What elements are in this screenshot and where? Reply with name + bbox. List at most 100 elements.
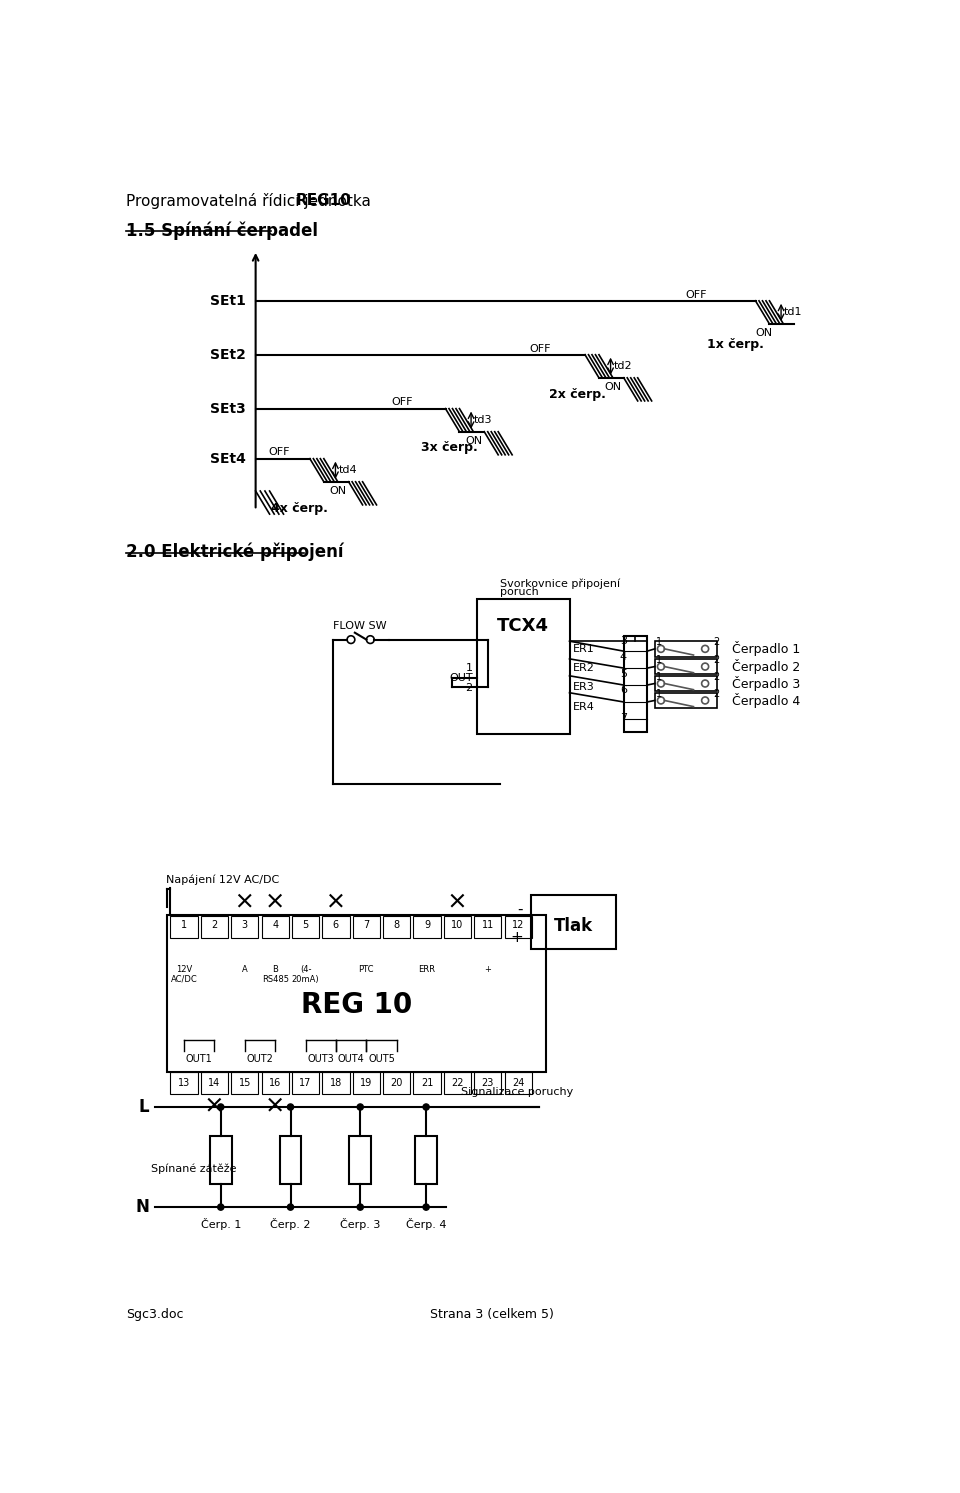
Bar: [201, 1072, 228, 1094]
Text: 2: 2: [713, 688, 719, 699]
Text: 3: 3: [242, 920, 248, 930]
Text: 2: 2: [466, 684, 472, 693]
Bar: [624, 636, 647, 732]
Text: +: +: [511, 930, 523, 945]
Text: (4-
20mA): (4- 20mA): [292, 964, 320, 984]
Text: 23: 23: [482, 1078, 494, 1088]
Text: OUT4: OUT4: [338, 1054, 365, 1063]
Text: ER3: ER3: [573, 682, 595, 693]
Bar: [383, 917, 410, 938]
Text: ER4: ER4: [573, 702, 595, 712]
Bar: [655, 676, 717, 691]
Text: ON: ON: [756, 328, 773, 337]
Text: td1: td1: [784, 308, 803, 318]
Text: 14: 14: [208, 1078, 221, 1088]
Text: Programovatelná řídicí jednotka: Programovatelná řídicí jednotka: [126, 193, 376, 209]
Text: 1: 1: [466, 663, 472, 673]
Text: OUT2: OUT2: [247, 1054, 274, 1063]
Text: 1: 1: [657, 654, 662, 664]
Text: -: -: [517, 902, 523, 917]
Text: td2: td2: [613, 361, 633, 372]
Text: 4: 4: [272, 920, 278, 930]
Text: OUT: OUT: [449, 673, 472, 684]
Text: B
RS485: B RS485: [262, 964, 289, 984]
Text: A: A: [242, 964, 248, 973]
Text: 2.0 Elektrické připojení: 2.0 Elektrické připojení: [126, 542, 344, 561]
Text: 1x čerp.: 1x čerp.: [708, 339, 764, 351]
Circle shape: [423, 1103, 429, 1111]
Text: 7: 7: [620, 714, 627, 723]
Text: REG 10: REG 10: [300, 991, 412, 1020]
Text: 1: 1: [657, 688, 662, 699]
Text: Tlak: Tlak: [554, 917, 593, 935]
Bar: [231, 917, 258, 938]
Text: SEt4: SEt4: [209, 452, 246, 466]
Text: Strana 3 (celkem 5): Strana 3 (celkem 5): [430, 1308, 554, 1321]
Text: REG10: REG10: [295, 193, 351, 208]
Text: Čerpadlo 1: Čerpadlo 1: [732, 642, 801, 657]
Text: 15: 15: [239, 1078, 251, 1088]
Bar: [323, 1072, 349, 1094]
Text: ON: ON: [329, 487, 347, 496]
Text: Spínané zátěže: Spínané zátěže: [151, 1163, 236, 1173]
Text: 3: 3: [620, 636, 627, 646]
Text: 17: 17: [300, 1078, 312, 1088]
Text: Napájení 12V AC/DC: Napájení 12V AC/DC: [166, 875, 279, 885]
Text: 4x čerp.: 4x čerp.: [271, 502, 328, 515]
Bar: [474, 1072, 501, 1094]
Text: 1.5 Spínání čerpadel: 1.5 Spínání čerpadel: [126, 221, 318, 240]
Text: 4: 4: [620, 651, 627, 661]
Text: poruch: poruch: [500, 587, 539, 597]
Text: Čerpadlo 2: Čerpadlo 2: [732, 658, 801, 673]
Text: 6: 6: [620, 685, 627, 694]
Bar: [352, 917, 380, 938]
Text: SEt1: SEt1: [209, 294, 246, 308]
Text: Čerpadlo 3: Čerpadlo 3: [732, 676, 801, 691]
Text: ERR: ERR: [419, 964, 436, 973]
Bar: [416, 1136, 437, 1184]
Text: 9: 9: [424, 920, 430, 930]
Bar: [531, 896, 616, 950]
Text: ON: ON: [605, 382, 621, 393]
Text: Signalizace poruchy: Signalizace poruchy: [461, 1087, 573, 1097]
Text: 3x čerp.: 3x čerp.: [420, 440, 477, 454]
Text: 1: 1: [180, 920, 187, 930]
Text: ON: ON: [465, 436, 482, 446]
Text: 8: 8: [394, 920, 399, 930]
Text: 1: 1: [657, 638, 662, 646]
Text: SEt3: SEt3: [210, 402, 246, 415]
Text: PTC: PTC: [358, 964, 374, 973]
Text: 24: 24: [512, 1078, 524, 1088]
Text: L: L: [139, 1097, 150, 1115]
Bar: [323, 917, 349, 938]
Text: 2: 2: [713, 672, 719, 682]
Bar: [505, 1072, 532, 1094]
Bar: [349, 1136, 372, 1184]
Circle shape: [423, 1203, 429, 1211]
Text: 1: 1: [657, 672, 662, 682]
Text: Čerp. 3: Čerp. 3: [340, 1218, 380, 1230]
Text: Čerpadlo 4: Čerpadlo 4: [732, 693, 801, 708]
Text: OFF: OFF: [685, 290, 708, 300]
Text: 5: 5: [302, 920, 309, 930]
Bar: [261, 1072, 289, 1094]
Text: 2: 2: [211, 920, 218, 930]
Text: OUT3: OUT3: [307, 1054, 334, 1063]
Text: Čerp. 2: Čerp. 2: [271, 1218, 311, 1230]
Bar: [279, 1136, 301, 1184]
Text: FLOW SW: FLOW SW: [333, 621, 387, 630]
Circle shape: [287, 1103, 294, 1111]
Text: OFF: OFF: [529, 343, 551, 354]
Text: 22: 22: [451, 1078, 464, 1088]
Text: Čerp. 1: Čerp. 1: [201, 1218, 241, 1230]
Bar: [170, 1072, 198, 1094]
Text: 21: 21: [420, 1078, 433, 1088]
Bar: [201, 917, 228, 938]
Bar: [655, 693, 717, 708]
Bar: [170, 917, 198, 938]
Bar: [474, 917, 501, 938]
Text: 2: 2: [713, 654, 719, 664]
Text: ER2: ER2: [573, 663, 595, 673]
Text: 6: 6: [333, 920, 339, 930]
Bar: [352, 1072, 380, 1094]
